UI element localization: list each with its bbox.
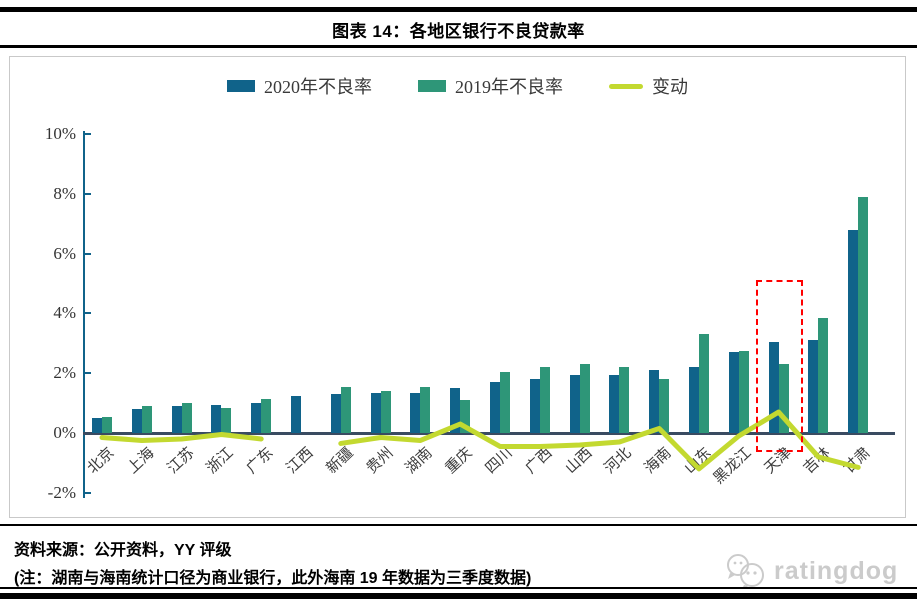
y-tick-mark: [84, 491, 91, 494]
y-tick-label: 2%: [53, 363, 76, 383]
x-axis-label: 河北: [602, 444, 636, 478]
legend-item-1: 2019年不良率: [418, 73, 563, 99]
legend-label: 2019年不良率: [455, 77, 563, 97]
bar-2020-黑龙江: [728, 352, 739, 433]
top-divider-bar: [0, 7, 917, 12]
y-tick-label: -2%: [47, 482, 76, 502]
x-axis-label: 吉林: [801, 444, 835, 478]
source-note: 资料来源：公开资料，YY 评级: [14, 542, 232, 559]
x-axis-label: 浙江: [204, 444, 238, 478]
x-axis-label: 山西: [562, 444, 596, 478]
bar-2020-山西: [569, 374, 580, 433]
y-tick-label: 10%: [44, 124, 76, 143]
bar-2019-吉林: [818, 317, 829, 433]
bar-2019-广西: [539, 367, 550, 433]
legend-item-0: 2020年不良率: [227, 73, 372, 99]
bar-2020-浙江: [211, 404, 222, 433]
x-axis-label: 江西: [283, 444, 317, 478]
bar-2020-北京: [92, 418, 102, 433]
footer-divider: [0, 524, 917, 526]
y-tick-mark: [84, 133, 91, 135]
bar-2020-广西: [529, 379, 540, 433]
bottom-divider-bar: [0, 593, 917, 599]
bar-2019-山西: [579, 364, 590, 433]
title-divider: [0, 45, 917, 48]
footnote: (注：湖南与海南统计口径为商业银行，此外海南 19 年数据为三季度数据): [14, 570, 532, 587]
y-tick-mark: [84, 192, 91, 195]
legend-color-swatch: [227, 80, 255, 92]
chart-area: 2020年不良率 2019年不良率 变动 10% 8% 6% 4% 2% 0% -2% 北京 上海江…: [9, 56, 906, 518]
y-tick-label: 0%: [53, 423, 76, 442]
bar-2019-河北: [619, 367, 630, 433]
tianjin-highlight-dashed-box: [755, 280, 803, 452]
x-axis-label: 贵州: [363, 444, 397, 478]
x-axis-label: 广东: [243, 444, 277, 478]
bar-2019-山东: [699, 334, 709, 433]
ratingdog-logo-icon: [727, 554, 764, 589]
bar-2020-河北: [609, 374, 620, 433]
y-tick-label: 6%: [53, 243, 76, 263]
bar-2020-贵州: [370, 392, 381, 433]
bar-2019-黑龙江: [738, 350, 749, 433]
bar-2020-吉林: [808, 340, 819, 433]
bar-2019-湖南: [420, 386, 431, 433]
legend-line-swatch: [609, 83, 643, 89]
bar-2019-四川: [500, 371, 510, 433]
y-tick-mark: [84, 252, 91, 255]
bar-2019-天津: [778, 364, 789, 433]
x-axis-label: 新疆: [323, 444, 357, 478]
x-axis-label: 北京: [84, 444, 118, 478]
bar-2019-浙江: [221, 407, 232, 433]
bar-2020-天津: [768, 341, 779, 433]
x-axis-label: 广西: [522, 444, 556, 478]
bar-2020-江苏: [171, 406, 182, 433]
watermark: ratingdog: [726, 551, 911, 591]
bar-2019-新疆: [340, 386, 351, 433]
watermark-text: ratingdog: [774, 556, 899, 585]
bar-2020-湖南: [410, 392, 421, 433]
bar-2020-广东: [251, 403, 262, 433]
bar-2020-四川: [490, 382, 500, 433]
bar-2020-新疆: [330, 394, 341, 433]
legend-label: 2020年不良率: [264, 77, 372, 97]
bar-2019-重庆: [460, 400, 471, 433]
x-axis-label: 四川: [482, 444, 516, 478]
x-axis-label: 甘肃: [840, 444, 874, 478]
chart-legend: 2020年不良率 2019年不良率 变动: [10, 73, 905, 99]
x-axis-label: 湖南: [403, 444, 437, 478]
bar-2020-山东: [689, 367, 699, 433]
y-tick-mark: [84, 372, 91, 375]
bar-2020-甘肃: [848, 229, 859, 433]
bar-2020-海南: [649, 370, 660, 433]
x-axis-label: 江苏: [164, 444, 198, 478]
bar-2020-江西: [291, 395, 301, 433]
y-axis-line: [83, 131, 85, 498]
bar-2019-北京: [102, 416, 112, 433]
y-tick-mark: [84, 312, 91, 315]
bar-2019-甘肃: [858, 196, 869, 433]
bottom-thin-divider: [0, 587, 917, 589]
y-tick-label: 8%: [53, 183, 76, 203]
page-title: 图表 14：各地区银行不良贷款率: [332, 22, 585, 41]
bar-2019-海南: [659, 379, 670, 433]
y-tick-label: 4%: [53, 303, 76, 323]
legend-label: 变动: [652, 77, 688, 97]
x-axis-label: 黑龙江: [710, 444, 755, 488]
bar-2019-上海: [141, 406, 152, 433]
legend-item-2: 变动: [609, 73, 688, 99]
x-axis-label: 上海: [124, 444, 158, 478]
legend-color-swatch: [418, 80, 446, 92]
bar-2020-重庆: [450, 388, 461, 433]
bar-2019-江苏: [181, 403, 192, 433]
x-axis-label: 海南: [641, 444, 675, 478]
x-axis-label: 重庆: [442, 444, 476, 478]
bar-2019-广东: [261, 398, 272, 433]
change-line-segment-0: [99, 431, 264, 443]
bar-2020-上海: [131, 409, 142, 433]
bar-2019-贵州: [380, 391, 391, 433]
